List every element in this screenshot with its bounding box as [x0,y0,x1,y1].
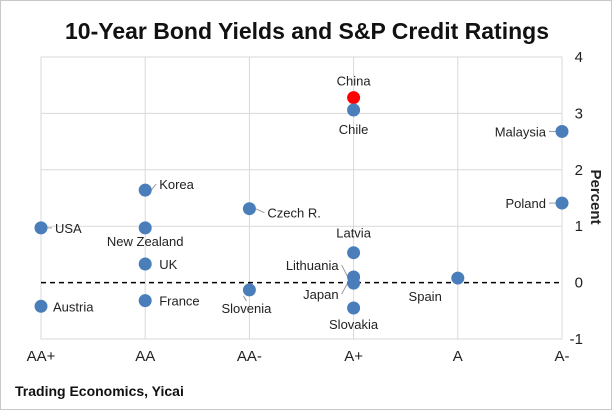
label-leader-lines [47,130,556,302]
point-label-uk: UK [159,257,177,272]
leader-japan [341,282,349,295]
source-note: Trading Economics, Yicai [15,383,184,399]
leader-czech-r [255,208,265,214]
x-tick-label: AA- [237,348,262,365]
point-label-lithuania: Lithuania [286,258,340,273]
y-tick-label: 4 [575,49,583,66]
y-tick-label: -1 [570,331,583,348]
point-poland [555,196,569,210]
point-spain [451,271,465,285]
point-label-austria: Austria [53,299,94,314]
leader-lithuania [341,264,349,278]
x-axis-tick-labels: AA+ AA AA- A+ A A- [27,348,570,365]
point-japan [347,276,361,290]
point-chile [347,103,361,117]
point-france [138,294,152,308]
point-uk [138,257,152,271]
grid-lines [40,56,563,340]
plot-border [40,56,563,340]
y-axis-label: Percent [587,169,604,224]
y-tick-label: 2 [575,162,583,179]
point-labels: USA Austria Korea New Zealand UK France Czech … [53,74,547,332]
point-label-spain: Spain [409,289,442,304]
chart-title: 10-Year Bond Yields and S&P Credit Ratin… [65,18,549,44]
point-label-japan: Japan [303,287,338,302]
leader-slovenia [242,295,247,302]
point-korea [138,183,152,197]
point-china [347,91,361,105]
point-label-usa: USA [55,221,82,236]
x-tick-label: A [453,348,463,365]
point-label-slovakia: Slovakia [329,317,379,332]
point-malaysia [555,124,569,138]
y-axis-tick-labels: -1 0 1 2 3 4 [570,49,583,348]
point-label-france: France [159,294,199,309]
point-label-malaysia: Malaysia [495,124,547,139]
point-label-slovenia: Slovenia [221,301,272,316]
point-label-korea: Korea [159,177,194,192]
point-slovenia [242,283,256,297]
x-tick-label: AA+ [27,348,56,365]
point-czech-r [242,202,256,216]
data-points [34,91,569,315]
point-usa [34,221,48,235]
point-label-poland: Poland [506,196,546,211]
y-tick-label: 1 [575,218,583,235]
y-tick-label: 0 [575,275,583,292]
point-label-china: China [337,74,372,89]
point-austria [34,299,48,313]
x-tick-label: A+ [344,348,363,365]
point-new-zealand [138,221,152,235]
x-tick-label: A- [555,348,570,365]
point-label-czech-r: Czech R. [267,206,320,221]
point-label-new-zealand: New Zealand [107,234,184,249]
point-latvia [347,246,361,260]
point-slovakia [347,301,361,315]
leader-korea [150,183,157,191]
point-label-chile: Chile [339,122,369,137]
point-label-latvia: Latvia [336,226,371,241]
y-tick-label: 3 [575,105,583,122]
x-tick-label: AA [135,348,155,365]
